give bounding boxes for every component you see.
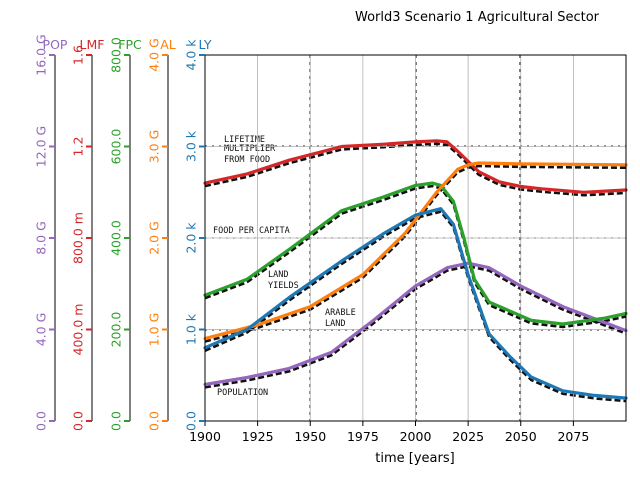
y-tick-label: 400.0 m — [71, 304, 86, 356]
series-line-pop — [203, 261, 628, 386]
y-tick-label: 800.0 — [109, 37, 124, 73]
y-tick-label: 2.0 G — [147, 221, 162, 255]
y-tick-label: 16.0 G — [34, 34, 49, 76]
x-tick-label: 2000 — [400, 429, 432, 444]
scan-curve — [204, 164, 627, 343]
x-axis-label: time [years] — [375, 451, 454, 466]
scan-label: MULTIPLIER — [224, 144, 276, 154]
y-tick-label: 200.0 — [109, 312, 124, 348]
grid-lines — [205, 55, 626, 421]
x-tick-label: 1975 — [347, 429, 379, 444]
series-line-lmf — [203, 139, 628, 194]
y-tick-label: 1.0 k — [184, 313, 199, 345]
y-axis-pop: POP 0.0 4.0 G 8.0 G 12.0 G 16.0 G — [34, 34, 68, 431]
chart-title: World3 Scenario 1 Agricultural Sector — [355, 10, 600, 25]
scan-label: LIFETIME — [224, 135, 265, 145]
y-tick-label: 0.0 — [34, 411, 49, 431]
y-tick-label: 12.0 G — [34, 126, 49, 168]
scan-label: FROM FOOD — [224, 155, 270, 165]
series-line-fpc — [203, 181, 628, 326]
y-axis-lmf: LMF 0.0 400.0 m 800.0 m 1.2 1.6 — [71, 37, 105, 431]
y-axes: POP 0.0 4.0 G 8.0 G 12.0 G 16.0 G LMF 0.0 400.0 … — [34, 34, 212, 431]
scan-curve — [204, 210, 627, 403]
y-axis-name: AL — [160, 37, 176, 52]
x-tick-label: 1950 — [294, 429, 326, 444]
y-tick-label: 0.0 — [71, 411, 86, 431]
y-axis-al: AL 0.0 1.0 G 2.0 G 3.0 G 4.0 G — [147, 37, 176, 431]
scan-curve — [204, 264, 627, 389]
x-tick-label: 1900 — [189, 429, 221, 444]
y-tick-label: 0.0 — [184, 411, 199, 431]
scan-label: ARABLE — [325, 308, 356, 318]
y-tick-label: 8.0 G — [34, 221, 49, 255]
y-tick-label: 800.0 m — [71, 212, 86, 264]
scan-label: LAND — [268, 270, 288, 280]
y-tick-label: 400.0 — [109, 220, 124, 256]
y-tick-label: 4.0 G — [34, 313, 49, 347]
x-tick-label: 2075 — [557, 429, 589, 444]
y-axis-name: FPC — [118, 37, 142, 52]
y-tick-label: 3.0 G — [147, 130, 162, 164]
x-tick-label: 2050 — [505, 429, 537, 444]
y-axis-fpc: FPC 0.0 200.0 400.0 600.0 800.0 — [109, 37, 142, 431]
x-tick-label: 2025 — [452, 429, 484, 444]
y-tick-label: 4.0 k — [184, 39, 199, 71]
scan-curve — [204, 142, 627, 197]
series-layer — [203, 139, 628, 400]
x-axis: 1900 1925 1950 1975 2000 2025 2050 2075 — [189, 421, 589, 444]
y-axis-name: LMF — [80, 37, 105, 52]
scan-label: YIELDS — [268, 281, 299, 291]
y-axis-name: POP — [43, 37, 68, 52]
y-tick-label: 1.2 — [71, 137, 86, 157]
scan-label: POPULATION — [217, 388, 268, 398]
series-line-ly — [203, 207, 628, 400]
series-line-al — [203, 161, 628, 341]
scan-label: LAND — [325, 319, 345, 329]
y-tick-label: 0.0 — [109, 411, 124, 431]
x-tick-label: 1925 — [242, 429, 274, 444]
scan-label: FOOD PER CAPITA — [213, 226, 290, 236]
y-axis-ly: LY 0.0 1.0 k 2.0 k 3.0 k 4.0 k — [184, 37, 212, 431]
y-tick-label: 4.0 G — [147, 38, 162, 72]
y-tick-label: 600.0 — [109, 129, 124, 165]
y-axis-name: LY — [199, 37, 212, 52]
y-tick-label: 1.6 — [71, 45, 86, 65]
y-tick-label: 2.0 k — [184, 222, 199, 254]
y-tick-label: 0.0 — [147, 411, 162, 431]
y-tick-label: 3.0 k — [184, 130, 199, 162]
y-tick-label: 1.0 G — [147, 313, 162, 347]
scan-curve — [204, 184, 627, 329]
